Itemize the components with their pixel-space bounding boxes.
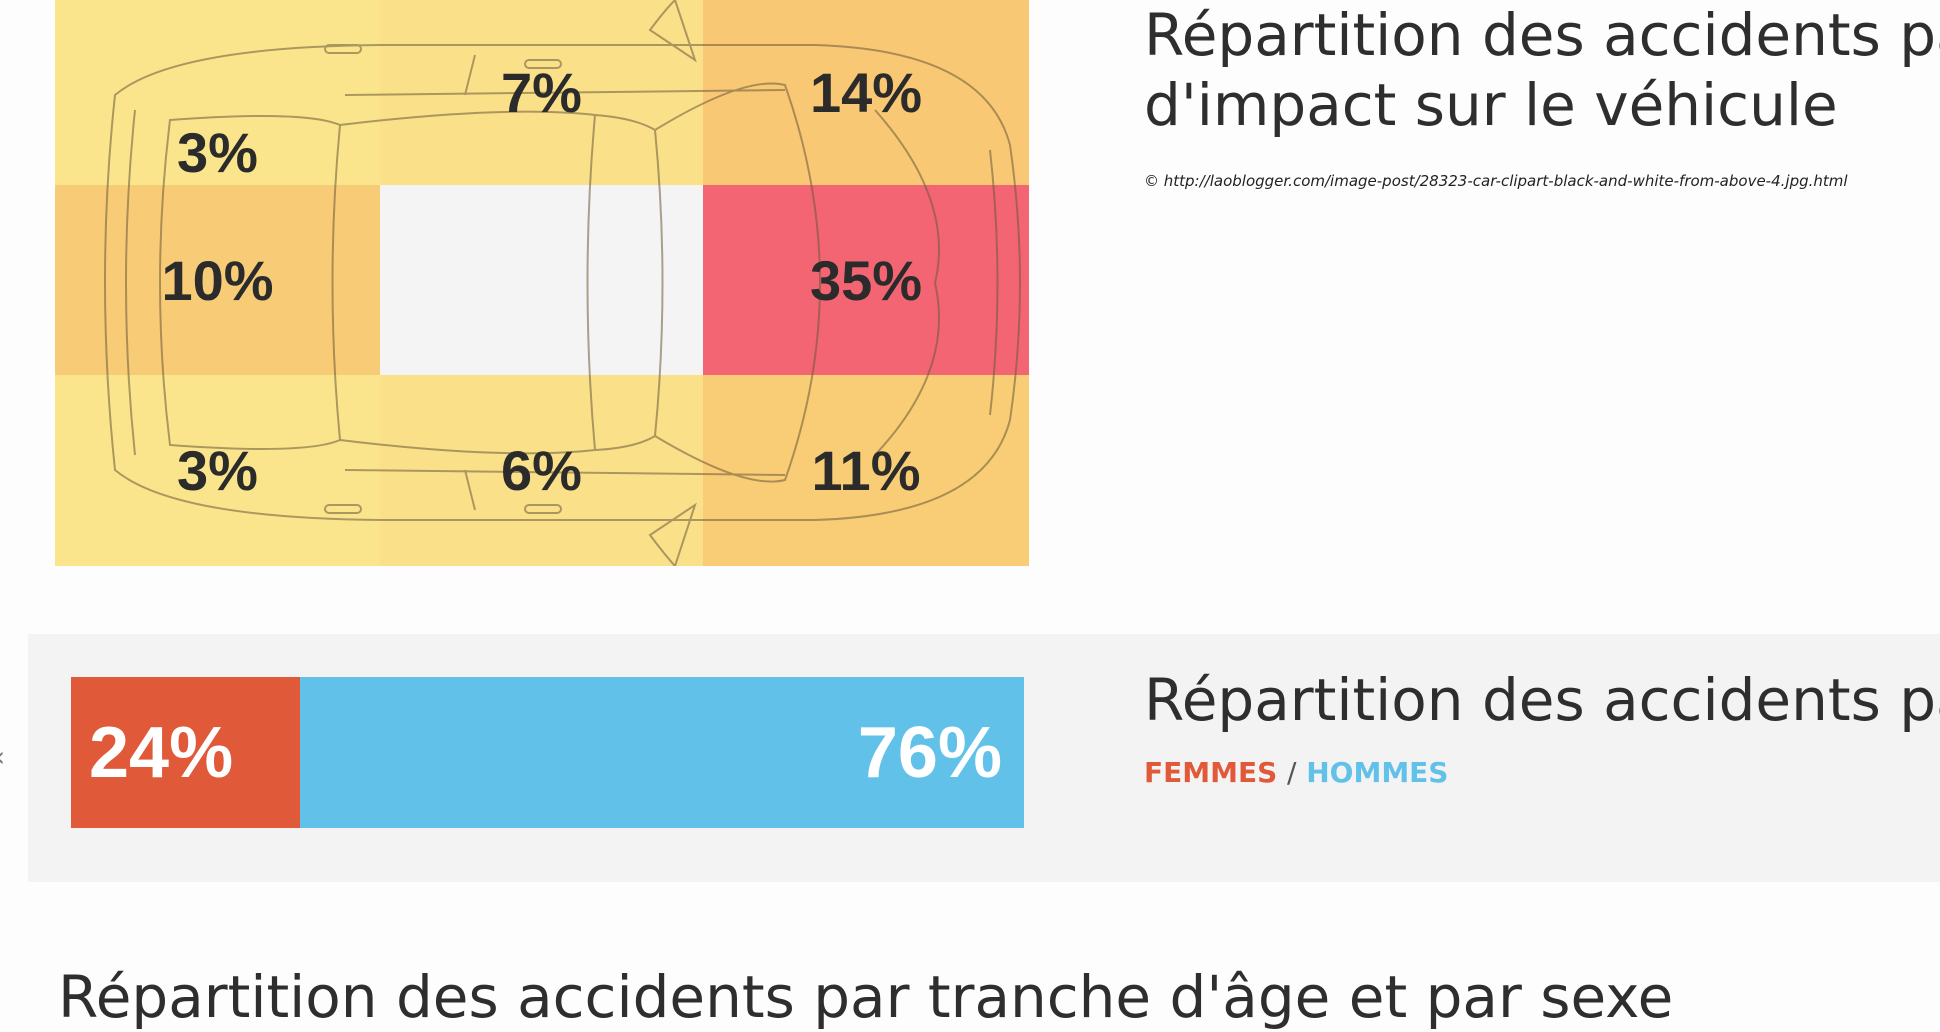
gender-split-bar: 24% 76% bbox=[71, 677, 1024, 828]
impact-value: 6% bbox=[501, 439, 582, 502]
impact-cell-front-right: 3% bbox=[55, 375, 380, 566]
impact-value: 10% bbox=[161, 248, 274, 312]
impact-value: 3% bbox=[177, 439, 258, 502]
impact-section-title: Répartition des accidents par d'impact s… bbox=[1144, 0, 1940, 140]
age-section-title: Répartition des accidents par tranche d'… bbox=[58, 963, 1674, 1031]
impact-cell-front-left: 3% bbox=[55, 0, 380, 185]
legend-separator: / bbox=[1287, 756, 1297, 789]
impact-cell-rear-right: 11% bbox=[703, 375, 1029, 566]
legend-femmes: FEMMES bbox=[1144, 756, 1278, 789]
impact-value: 11% bbox=[811, 439, 921, 502]
image-credit: © http://laoblogger.com/image-post/28323… bbox=[1144, 172, 1848, 190]
impact-title-line1: Répartition des accidents par bbox=[1144, 1, 1940, 69]
impact-cell-middle-right: 6% bbox=[380, 375, 703, 566]
chevron-left-icon[interactable]: ‹ bbox=[0, 740, 5, 773]
impact-heatmap: 3% 7% 14% 10% 35% 3% 6% 11% bbox=[55, 0, 1029, 566]
impact-cell-front-center: 10% bbox=[55, 185, 380, 375]
femmes-value: 24% bbox=[89, 712, 234, 793]
impact-cell-center bbox=[380, 185, 703, 375]
impact-value: 35% bbox=[809, 248, 923, 312]
femmes-segment: 24% bbox=[71, 677, 300, 828]
hommes-value: 76% bbox=[857, 712, 1002, 793]
impact-cell-rear-left: 14% bbox=[703, 0, 1029, 185]
impact-title-line2: d'impact sur le véhicule bbox=[1144, 71, 1838, 139]
hommes-segment: 76% bbox=[299, 677, 1024, 828]
impact-cell-middle-left: 7% bbox=[380, 0, 703, 185]
gender-section-title: Répartition des accidents par bbox=[1144, 666, 1940, 734]
legend-hommes: HOMMES bbox=[1306, 756, 1449, 789]
gender-legend: FEMMES / HOMMES bbox=[1144, 756, 1448, 789]
impact-value: 7% bbox=[501, 61, 582, 124]
impact-cell-rear-center: 35% bbox=[703, 185, 1029, 375]
impact-value: 14% bbox=[809, 61, 923, 124]
impact-value: 3% bbox=[177, 121, 258, 184]
